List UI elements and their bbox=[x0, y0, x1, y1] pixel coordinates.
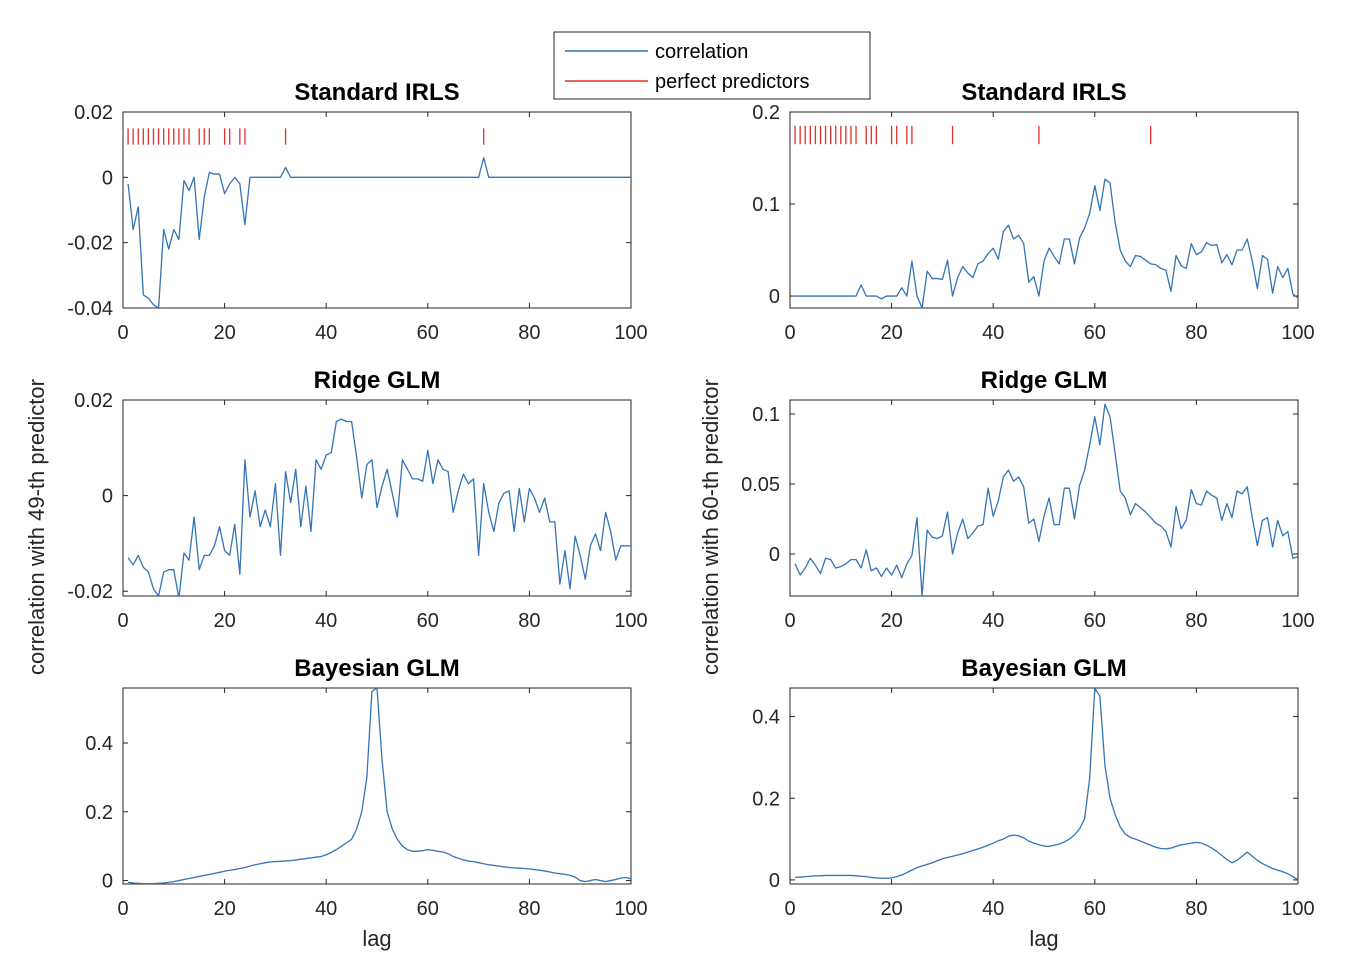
panel-title: Ridge GLM bbox=[981, 367, 1108, 394]
correlation-series-line bbox=[795, 178, 1298, 308]
correlation-series-line bbox=[795, 688, 1298, 881]
y-tick-label: 0 bbox=[102, 486, 113, 508]
y-tick-label: 0.02 bbox=[74, 102, 113, 124]
x-tick-label: 0 bbox=[784, 322, 795, 344]
panel-standard-irls-49: 0 20 40 60 80 100 -0.04 -0.02 0 0.02 Standard IRLS bbox=[67, 79, 647, 344]
y-tick-label: 0.2 bbox=[85, 802, 113, 824]
axes-box bbox=[789, 399, 1299, 597]
y-tick-label: -0.02 bbox=[67, 581, 113, 603]
x-tick-label: 60 bbox=[1084, 610, 1106, 632]
x-tick-label: 0 bbox=[117, 322, 128, 344]
x-tick-label: 20 bbox=[213, 898, 235, 920]
panel-title: Bayesian GLM bbox=[961, 655, 1126, 682]
x-tick-label: 20 bbox=[213, 322, 235, 344]
x-tick-label: 60 bbox=[417, 322, 439, 344]
x-tick-label: 100 bbox=[614, 322, 647, 344]
y-tick-label: 0.1 bbox=[752, 194, 780, 216]
legend-correlation-label: correlation bbox=[655, 41, 748, 63]
axes-box bbox=[122, 399, 632, 597]
correlation-series-line bbox=[127, 418, 631, 596]
y-tick-label: 0.2 bbox=[752, 788, 780, 810]
x-tick-label: 0 bbox=[784, 898, 795, 920]
x-tick-label: 20 bbox=[213, 610, 235, 632]
legend-perfect-predictors-label: perfect predictors bbox=[655, 71, 810, 93]
y-tick-label: 0 bbox=[769, 544, 780, 566]
legend: correlation perfect predictors bbox=[553, 31, 871, 100]
panel-title: Bayesian GLM bbox=[294, 655, 459, 682]
x-tick-label: 20 bbox=[880, 322, 902, 344]
correlation-series-line bbox=[794, 403, 1298, 596]
left-ylabel: correlation with 49-th predictor bbox=[24, 379, 49, 675]
x-tick-label: 40 bbox=[982, 610, 1004, 632]
y-tick-label: 0 bbox=[769, 286, 780, 308]
panel-title: Standard IRLS bbox=[961, 79, 1126, 106]
x-tick-label: 20 bbox=[880, 898, 902, 920]
x-tick-label: 80 bbox=[518, 898, 540, 920]
x-axis-label: lag bbox=[1029, 926, 1058, 951]
panel-standard-irls-60: 0 20 40 60 80 100 0 0.1 0.2 Standard IRLS bbox=[752, 79, 1315, 344]
legend-box bbox=[553, 31, 871, 100]
x-tick-label: 80 bbox=[1185, 610, 1207, 632]
x-tick-label: 80 bbox=[518, 322, 540, 344]
x-tick-label: 0 bbox=[117, 898, 128, 920]
y-tick-label: 0.4 bbox=[85, 733, 113, 755]
x-tick-label: 100 bbox=[1281, 610, 1314, 632]
x-tick-label: 60 bbox=[417, 898, 439, 920]
y-tick-label: 0.4 bbox=[752, 707, 780, 729]
panel-title: Ridge GLM bbox=[314, 367, 441, 394]
y-tick-label: 0.05 bbox=[741, 474, 780, 496]
y-tick-label: 0.02 bbox=[74, 390, 113, 412]
correlation-series-line bbox=[127, 688, 631, 884]
x-tick-label: 40 bbox=[315, 898, 337, 920]
y-tick-label: 0 bbox=[769, 870, 780, 892]
panel-bayesian-glm-49: 0 20 40 60 80 100 0 0.2 0.4 Bayesian GLM lag bbox=[85, 655, 648, 951]
x-tick-label: 0 bbox=[784, 610, 795, 632]
y-tick-label: 0 bbox=[102, 167, 113, 189]
x-tick-label: 100 bbox=[1281, 898, 1314, 920]
x-tick-label: 40 bbox=[315, 322, 337, 344]
right-ylabel: correlation with 60-th predictor bbox=[698, 379, 723, 675]
x-tick-label: 100 bbox=[614, 898, 647, 920]
x-tick-label: 60 bbox=[1084, 898, 1106, 920]
correlation-series-line bbox=[127, 157, 631, 308]
x-tick-label: 20 bbox=[880, 610, 902, 632]
x-tick-label: 100 bbox=[614, 610, 647, 632]
x-tick-label: 80 bbox=[518, 610, 540, 632]
y-tick-label: -0.02 bbox=[67, 233, 113, 255]
x-tick-label: 40 bbox=[315, 610, 337, 632]
x-tick-label: 100 bbox=[1281, 322, 1314, 344]
x-axis-label: lag bbox=[362, 926, 391, 951]
y-tick-label: 0 bbox=[102, 871, 113, 893]
x-tick-label: 80 bbox=[1185, 322, 1207, 344]
panel-title: Standard IRLS bbox=[294, 79, 459, 106]
panel-ridge-glm-60: 0 20 40 60 80 100 0 0.05 0.1 Ridge GLM bbox=[741, 367, 1315, 632]
axes-box bbox=[789, 687, 1299, 885]
y-tick-label: 0.2 bbox=[752, 102, 780, 124]
x-tick-label: 60 bbox=[417, 610, 439, 632]
x-tick-label: 60 bbox=[1084, 322, 1106, 344]
x-tick-label: 80 bbox=[1185, 898, 1207, 920]
y-tick-label: -0.04 bbox=[67, 298, 113, 320]
axes-box bbox=[122, 111, 632, 309]
axes-box bbox=[789, 111, 1299, 309]
y-tick-label: 0.1 bbox=[752, 404, 780, 426]
x-tick-label: 40 bbox=[982, 898, 1004, 920]
x-tick-label: 40 bbox=[982, 322, 1004, 344]
panel-bayesian-glm-60: 0 20 40 60 80 100 0 0.2 0.4 Bayesian GLM lag bbox=[752, 655, 1315, 951]
x-tick-label: 0 bbox=[117, 610, 128, 632]
axes-box bbox=[122, 687, 632, 885]
